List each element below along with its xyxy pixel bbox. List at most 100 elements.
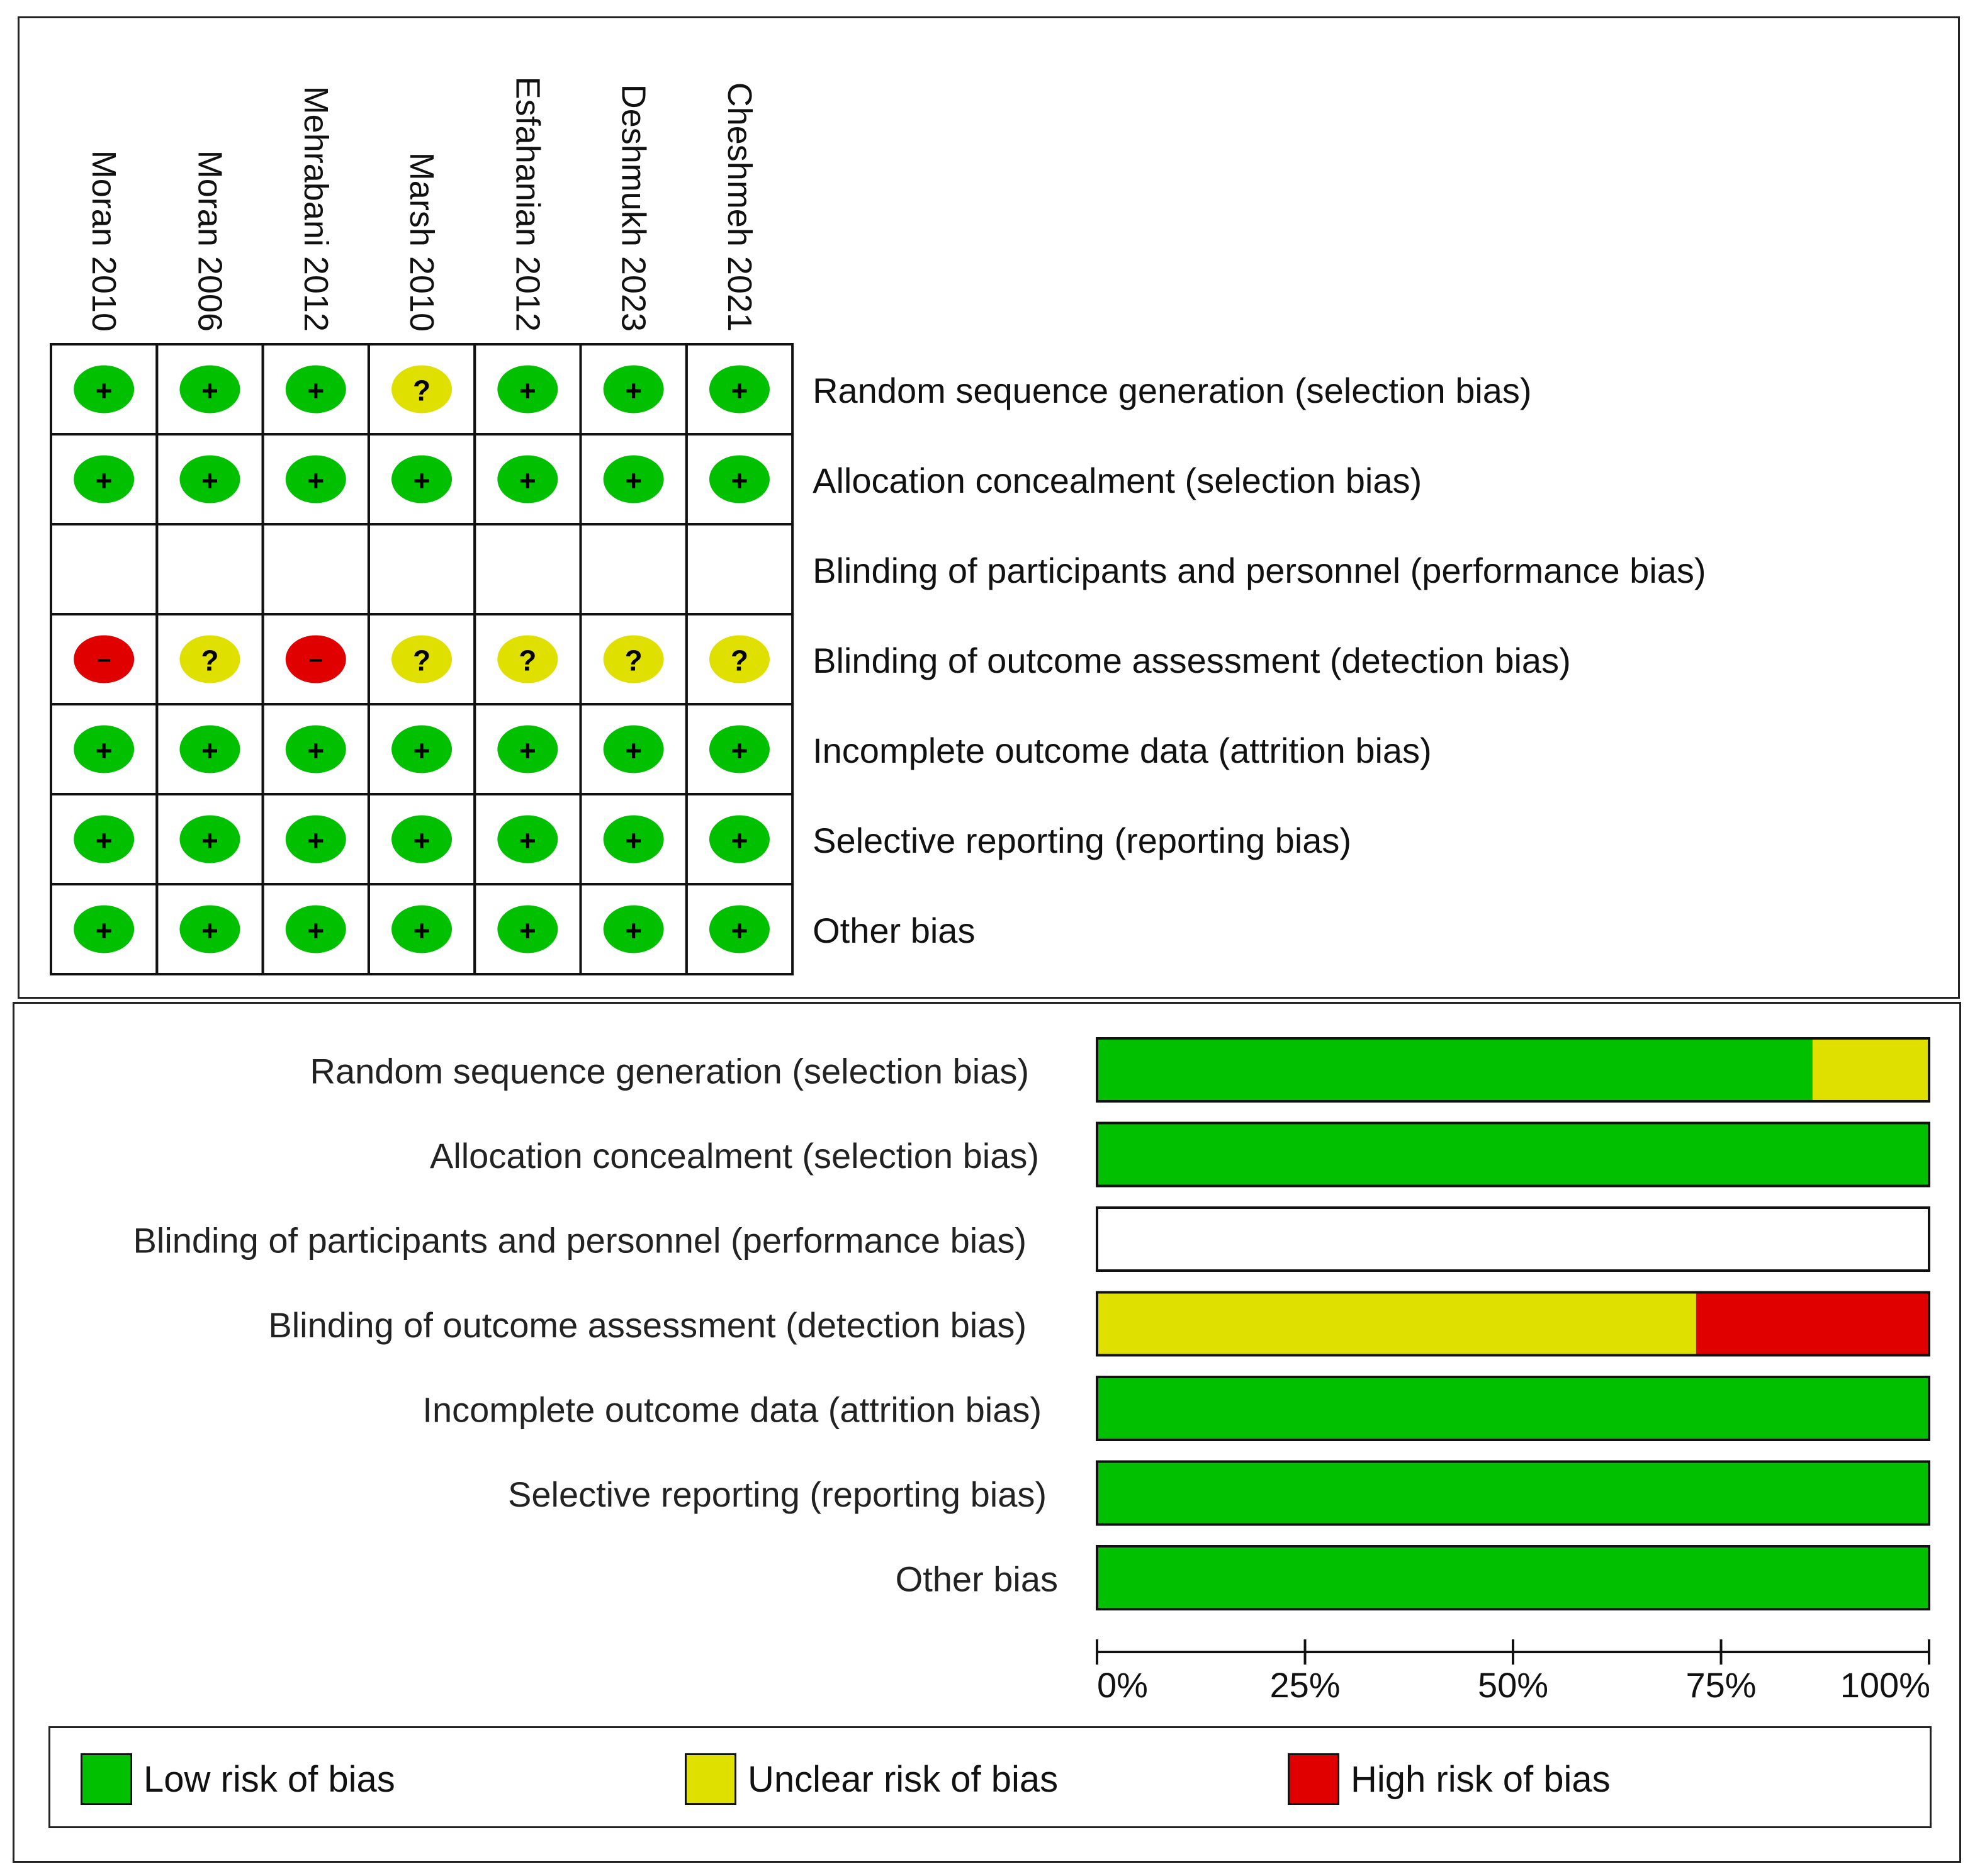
chart-legend: Low risk of bias Unclear risk of bias Hi… xyxy=(48,1726,1932,1828)
judgement-symbol: + xyxy=(731,374,748,407)
study-label: Deshmukh 2023 xyxy=(615,84,653,332)
judgement-symbol: + xyxy=(414,464,430,497)
bar-outline xyxy=(1096,1121,1930,1188)
grid-cell xyxy=(367,523,476,615)
grid-cell xyxy=(685,523,794,615)
bar-segment-low xyxy=(1097,1377,1929,1440)
x-tick-label: 100% xyxy=(1840,1665,1930,1705)
judgement-low-marker xyxy=(285,725,346,773)
judgement-unclear-marker xyxy=(497,635,558,683)
judgement-low-marker xyxy=(285,365,346,413)
judgement-symbol: + xyxy=(201,464,218,497)
legend-label-unclear: Unclear risk of bias xyxy=(748,1758,1059,1800)
legend-label-low: Low risk of bias xyxy=(143,1758,395,1800)
category-label: Incomplete outcome data (attrition bias) xyxy=(422,1390,1042,1430)
judgement-symbol: ? xyxy=(413,644,430,677)
bar-outline xyxy=(1096,1206,1930,1272)
bar-outline xyxy=(1096,1376,1930,1441)
judgement-symbol: + xyxy=(519,374,536,407)
judgement-symbol: + xyxy=(414,824,430,857)
judgement-symbol: − xyxy=(308,647,323,675)
judgement-low-marker xyxy=(603,815,664,863)
category-label: Selective reporting (reporting bias) xyxy=(508,1474,1047,1514)
judgement-low-marker xyxy=(709,725,770,773)
judgement-low-marker xyxy=(603,455,664,503)
judgement-symbol: + xyxy=(307,914,324,947)
judgement-low-marker xyxy=(709,905,770,953)
bar-segment-high xyxy=(1696,1292,1929,1356)
judgement-symbol: + xyxy=(519,914,536,947)
study-label: Esfahanian 2012 xyxy=(509,77,546,332)
judgement-symbol: + xyxy=(201,374,218,407)
judgement-low-marker xyxy=(391,905,453,953)
domain-label: Other bias xyxy=(813,911,975,950)
judgement-symbol: + xyxy=(414,914,430,947)
judgement-symbol: + xyxy=(96,464,113,497)
judgement-low-marker xyxy=(74,455,135,503)
legend-label-high: High risk of bias xyxy=(1351,1758,1611,1800)
study-label: Marsh 2010 xyxy=(403,152,441,332)
legend-swatch-low xyxy=(81,1753,132,1805)
judgement-symbol: + xyxy=(625,824,642,857)
judgement-low-marker xyxy=(74,725,135,773)
domain-label: Blinding of participants and personnel (… xyxy=(813,551,1706,590)
judgement-symbol: + xyxy=(625,464,642,497)
category-label: Allocation concealment (selection bias) xyxy=(430,1136,1039,1176)
judgement-low-marker xyxy=(391,455,453,503)
risk-of-bias-graph-chart: Random sequence generation (selection bi… xyxy=(133,1037,1930,1705)
judgement-symbol: + xyxy=(731,464,748,497)
bar-segment-low xyxy=(1097,1038,1813,1101)
judgement-low-marker xyxy=(603,365,664,413)
judgement-low-marker xyxy=(603,905,664,953)
x-tick-label: 75% xyxy=(1685,1665,1756,1705)
grid-cell xyxy=(155,523,264,615)
legend-swatch-unclear xyxy=(685,1753,736,1805)
judgement-symbol: + xyxy=(201,914,218,947)
judgement-unclear-marker xyxy=(391,365,453,413)
legend-item-high: High risk of bias xyxy=(1288,1751,1611,1807)
judgement-symbol: + xyxy=(731,914,748,947)
judgement-symbol: + xyxy=(414,734,430,767)
judgement-symbol: + xyxy=(625,734,642,767)
judgement-low-marker xyxy=(497,365,558,413)
judgement-symbol: + xyxy=(201,824,218,857)
judgement-symbol: + xyxy=(625,374,642,407)
judgement-symbol: + xyxy=(96,824,113,857)
judgement-low-marker xyxy=(74,365,135,413)
category-label: Blinding of participants and personnel (… xyxy=(133,1221,1027,1261)
judgement-symbol: + xyxy=(307,374,324,407)
domain-label: Blinding of outcome assessment (detectio… xyxy=(813,641,1571,680)
x-tick-label: 0% xyxy=(1097,1665,1148,1705)
study-label: Moran 2006 xyxy=(191,150,228,332)
judgement-unclear-marker xyxy=(391,635,453,683)
judgement-low-marker xyxy=(497,815,558,863)
judgement-low-marker xyxy=(603,725,664,773)
judgement-symbol: ? xyxy=(413,374,430,407)
judgement-low-marker xyxy=(285,455,346,503)
judgement-low-marker xyxy=(497,725,558,773)
study-label: Moran 2010 xyxy=(85,150,123,332)
grid-cell xyxy=(50,523,159,615)
judgement-low-marker xyxy=(709,455,770,503)
judgement-symbol: ? xyxy=(625,644,643,677)
judgement-low-marker xyxy=(74,815,135,863)
judgement-symbol: + xyxy=(96,374,113,407)
judgement-low-marker xyxy=(179,815,240,863)
bar-segment-unclear xyxy=(1812,1038,1929,1101)
grid-cell xyxy=(473,523,582,615)
judgement-symbol: + xyxy=(307,464,324,497)
judgement-low-marker xyxy=(74,905,135,953)
judgement-low-marker xyxy=(285,815,346,863)
judgement-symbol: + xyxy=(519,734,536,767)
category-label: Random sequence generation (selection bi… xyxy=(310,1052,1029,1091)
judgement-unclear-marker xyxy=(709,635,770,683)
judgement-high-marker xyxy=(285,635,346,683)
judgement-low-marker xyxy=(497,455,558,503)
domain-label: Incomplete outcome data (attrition bias) xyxy=(813,731,1432,770)
judgement-low-marker xyxy=(179,455,240,503)
grid-cell xyxy=(685,883,794,975)
bar-segment-low xyxy=(1097,1461,1929,1525)
legend-item-unclear: Unclear risk of bias xyxy=(685,1751,1058,1807)
judgement-high-marker xyxy=(74,635,135,683)
study-label: Cheshmeh 2021 xyxy=(721,82,758,332)
